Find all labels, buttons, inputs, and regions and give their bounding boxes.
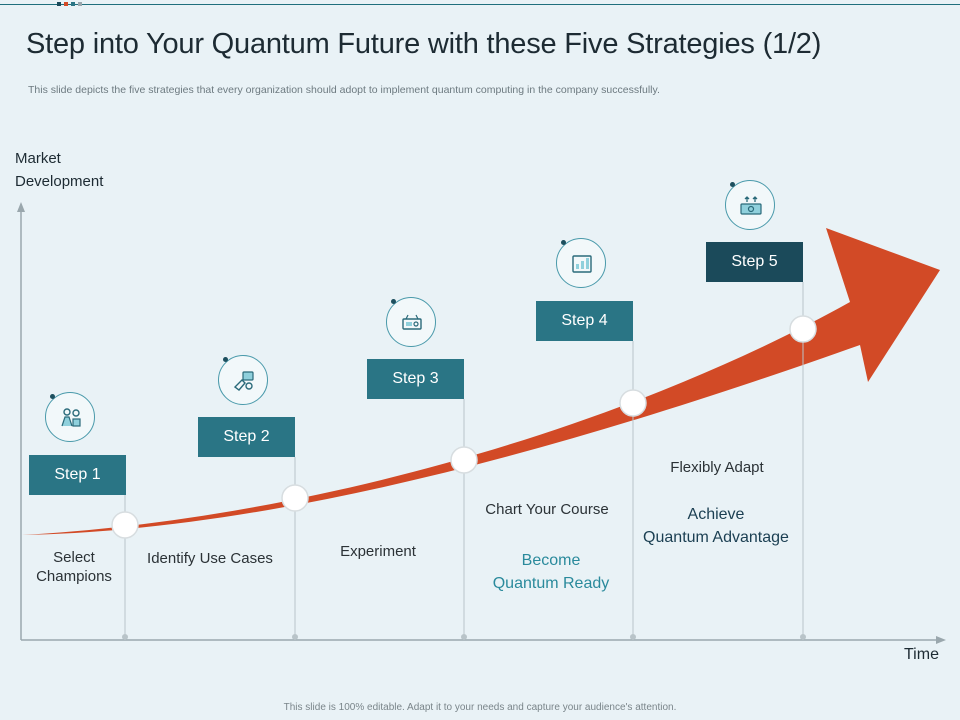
step-label-4: Step 4 xyxy=(561,312,608,329)
page-title: Step into Your Quantum Future with these… xyxy=(26,28,822,60)
growth-arrow xyxy=(22,228,940,535)
axis-tick-dot-2 xyxy=(292,634,298,640)
x-axis-arrowhead xyxy=(936,636,946,644)
step-label-3: Step 3 xyxy=(392,370,439,387)
strategy-label-2: Identify Use Cases xyxy=(147,550,273,567)
step-box-3: Step 3 xyxy=(367,359,464,399)
use-cases-icon xyxy=(218,355,268,405)
strategy-label-4: Chart Your Course xyxy=(485,501,609,518)
y-axis-arrowhead xyxy=(17,202,25,212)
step-node-3 xyxy=(450,446,478,474)
step-node-1 xyxy=(111,511,139,539)
page-subtitle: This slide depicts the five strategies t… xyxy=(28,84,660,96)
strategy-label-3: Experiment xyxy=(340,543,416,560)
axis-tick-dot-4 xyxy=(630,634,636,640)
y-axis-label: Market Development xyxy=(15,147,145,193)
step-box-1: Step 1 xyxy=(29,455,126,495)
step-label-5: Step 5 xyxy=(731,253,778,270)
step-node-4 xyxy=(619,389,647,417)
step-node-2 xyxy=(281,484,309,512)
axis-tick-dot-5 xyxy=(800,634,806,640)
axis-tick-dot-1 xyxy=(122,634,128,640)
top-rule xyxy=(0,4,960,5)
top-marks xyxy=(57,2,82,6)
step-label-1: Step 1 xyxy=(54,466,101,483)
step-label-2: Step 2 xyxy=(223,428,270,445)
axis-tick-dot-3 xyxy=(461,634,467,640)
strategy-label-5: Flexibly Adapt xyxy=(670,459,764,476)
champions-icon xyxy=(45,392,95,442)
step-box-2: Step 2 xyxy=(198,417,295,457)
experiment-icon xyxy=(386,297,436,347)
adapt-icon xyxy=(725,180,775,230)
step-box-4: Step 4 xyxy=(536,301,633,341)
y-axis-label-line2: Development xyxy=(15,173,104,190)
step-box-5: Step 5 xyxy=(706,242,803,282)
footer-note: This slide is 100% editable. Adapt it to… xyxy=(283,702,677,713)
chart-course-icon xyxy=(556,238,606,288)
y-axis-label-line1: Market xyxy=(15,150,61,167)
x-axis-label: Time xyxy=(904,646,939,663)
outcome-quantum-ready: Become Quantum Ready xyxy=(492,552,610,592)
outcome-quantum-advantage: Achieve Quantum Advantage xyxy=(643,506,789,546)
strategy-label-1: Select Champions xyxy=(36,549,112,585)
step-node-5 xyxy=(789,315,817,343)
